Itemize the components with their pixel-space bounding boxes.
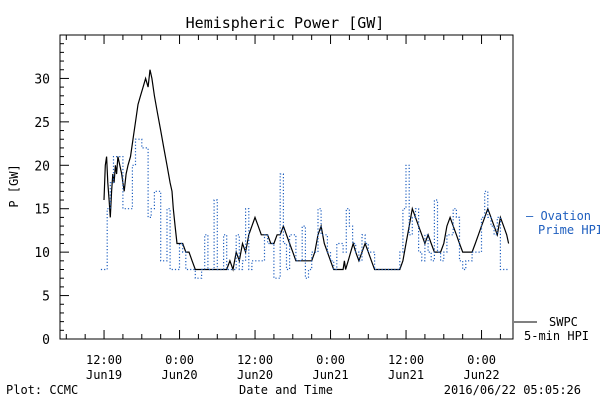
x-tick-sublabel: Jun21 xyxy=(312,368,348,382)
plot-frame xyxy=(59,34,514,340)
series-line xyxy=(103,69,510,272)
footer-credit: Plot: CCMC xyxy=(6,383,78,397)
legend-swpc-line1: SWPC xyxy=(549,315,578,329)
x-tick-label: 12:00 xyxy=(237,353,273,367)
legend-ovation-line1: — Ovation xyxy=(526,209,591,223)
x-tick-label: 0:00 xyxy=(467,353,496,367)
y-tick-label: 25 xyxy=(34,116,50,131)
y-axis-label: P [GW] xyxy=(7,164,21,207)
x-tick-sublabel: Jun19 xyxy=(86,368,122,382)
legend-swpc-line2: 5-min HPI xyxy=(524,329,589,343)
y-tick-label: 10 xyxy=(34,246,50,261)
y-tick-label: 0 xyxy=(42,333,50,348)
footer-timestamp: 2016/06/22 05:05:26 xyxy=(444,383,581,397)
series-layer xyxy=(100,69,510,279)
x-tick-label: 12:00 xyxy=(388,353,424,367)
x-tick-sublabel: Jun20 xyxy=(237,368,273,382)
chart-title: Hemispheric Power [GW] xyxy=(186,14,385,32)
y-axis-ticks: 0 5 10 15 20 25 30 xyxy=(34,34,69,348)
x-tick-label: 12:00 xyxy=(86,353,122,367)
y-tick-label: 30 xyxy=(34,72,50,87)
y-tick-label: 15 xyxy=(34,203,50,218)
series-line xyxy=(100,138,508,279)
legend-ovation-line2: Prime HPI xyxy=(538,223,600,237)
y-tick-label: 5 xyxy=(42,290,50,305)
x-axis-label: Date and Time xyxy=(239,383,333,397)
x-axis-ticks: 12:00Jun190:00Jun2012:00Jun200:00Jun2112… xyxy=(65,35,501,382)
x-tick-sublabel: Jun21 xyxy=(388,368,424,382)
x-tick-label: 0:00 xyxy=(316,353,345,367)
x-tick-sublabel: Jun20 xyxy=(161,368,197,382)
y-tick-label: 20 xyxy=(34,159,50,174)
x-tick-sublabel: Jun22 xyxy=(463,368,499,382)
x-tick-label: 0:00 xyxy=(165,353,194,367)
